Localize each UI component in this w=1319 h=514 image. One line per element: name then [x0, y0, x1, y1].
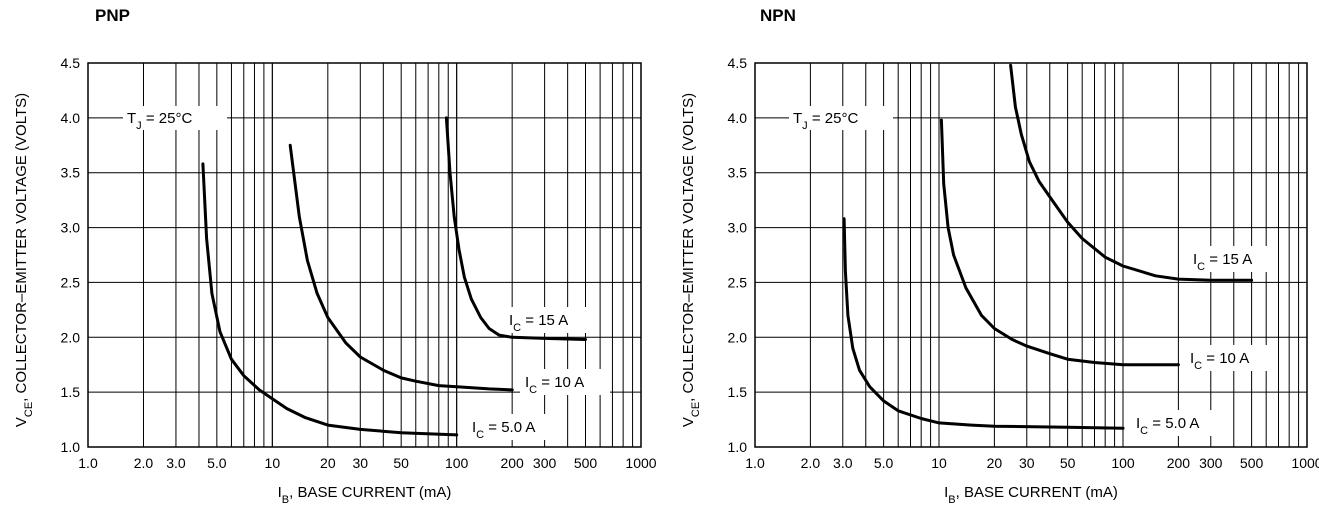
series-line — [288, 143, 514, 392]
x-tick-label: 1000 — [625, 455, 656, 471]
x-tick-label: 100 — [1111, 455, 1135, 471]
pnp-chart: PNP 1.0 1.5 2.0 2.5 3.0 3.5 4.0 4.5 1.0 2.0 3.0 5.0 1… — [13, 6, 657, 506]
y-tick-label: 2.5 — [728, 274, 748, 290]
plot-frame — [87, 62, 642, 448]
y-tick-label: 4.5 — [61, 55, 81, 71]
chart-title: NPN — [760, 6, 796, 25]
series-label-background — [467, 414, 557, 440]
temperature-annotation: TJ = 25°C — [793, 110, 858, 132]
x-tick-label: 5.0 — [874, 455, 894, 471]
series-label-background — [504, 307, 594, 333]
x-tick-label: 500 — [574, 455, 598, 471]
x-tick-label: 100 — [445, 455, 469, 471]
y-tick-label: 1.5 — [728, 384, 748, 400]
annotation-background — [123, 106, 227, 130]
x-tick-label: 2.0 — [801, 455, 821, 471]
x-tick-label: 300 — [533, 455, 557, 471]
x-tick-label: 3.0 — [833, 455, 853, 471]
x-tick-label: 3.0 — [166, 455, 186, 471]
y-tick-label: 3.0 — [728, 220, 748, 236]
y-tick-label: 2.5 — [61, 274, 81, 290]
y-tick-label: 2.0 — [61, 329, 81, 345]
x-tick-label: 50 — [393, 455, 409, 471]
chart-title: PNP — [95, 6, 130, 25]
x-tick-label: 20 — [320, 455, 336, 471]
series-label-background — [520, 369, 610, 395]
y-tick-label: 1.0 — [61, 439, 81, 455]
series-line — [444, 116, 587, 341]
x-tick-label: 1.0 — [745, 455, 765, 471]
y-tick-label: 1.0 — [728, 439, 748, 455]
x-axis-title: IB, BASE CURRENT (mA) — [944, 484, 1118, 506]
series-label: IC = 10 A — [525, 374, 584, 396]
npn-chart: NPN 1.0 1.5 2.0 2.5 3.0 3.5 4.0 4.5 1.0 2.0 3.0 5.0 1… — [680, 6, 1319, 506]
y-tick-label: 4.0 — [61, 110, 81, 126]
x-tick-label: 1000 — [1291, 455, 1319, 471]
x-tick-label: 200 — [500, 455, 524, 471]
x-tick-label: 10 — [931, 455, 947, 471]
x-tick-label: 1.0 — [78, 455, 98, 471]
y-tick-label: 4.0 — [728, 110, 748, 126]
series-line — [201, 162, 459, 437]
y-tick-label: 3.5 — [61, 165, 81, 181]
series-label-background — [1185, 345, 1275, 371]
y-tick-label: 4.5 — [728, 55, 748, 71]
x-tick-label: 30 — [1019, 455, 1035, 471]
y-tick-label: 3.5 — [728, 165, 748, 181]
series-line — [1009, 63, 1254, 282]
x-tick-label: 5.0 — [207, 455, 227, 471]
series-line — [842, 217, 1125, 430]
x-tick-label: 10 — [265, 455, 281, 471]
y-axis-title: VCE, COLLECTOR–EMITTER VOLTAGE (VOLTS) — [13, 93, 35, 427]
series-label-background — [1188, 246, 1278, 272]
series-line — [939, 118, 1180, 367]
x-tick-label: 50 — [1060, 455, 1076, 471]
series-label: IC = 5.0 A — [472, 419, 535, 441]
x-tick-label: 30 — [352, 455, 368, 471]
plot-frame — [754, 62, 1308, 448]
x-tick-label: 200 — [1167, 455, 1191, 471]
annotation-background — [789, 106, 893, 130]
x-tick-label: 300 — [1199, 455, 1223, 471]
y-tick-label: 1.5 — [61, 384, 81, 400]
x-tick-label: 500 — [1240, 455, 1264, 471]
series-label-background — [1131, 410, 1221, 436]
series-label: IC = 15 A — [509, 312, 568, 334]
series-label: IC = 5.0 A — [1136, 415, 1199, 437]
series-label: IC = 15 A — [1193, 251, 1252, 273]
temperature-annotation: TJ = 25°C — [127, 110, 192, 132]
series-label: IC = 10 A — [1190, 350, 1249, 372]
y-tick-label: 3.0 — [61, 220, 81, 236]
y-axis-title: VCE, COLLECTOR–EMITTER VOLTAGE (VOLTS) — [680, 93, 702, 427]
x-tick-label: 20 — [987, 455, 1003, 471]
y-tick-label: 2.0 — [728, 329, 748, 345]
x-axis-title: IB, BASE CURRENT (mA) — [278, 484, 452, 506]
x-tick-label: 2.0 — [134, 455, 154, 471]
